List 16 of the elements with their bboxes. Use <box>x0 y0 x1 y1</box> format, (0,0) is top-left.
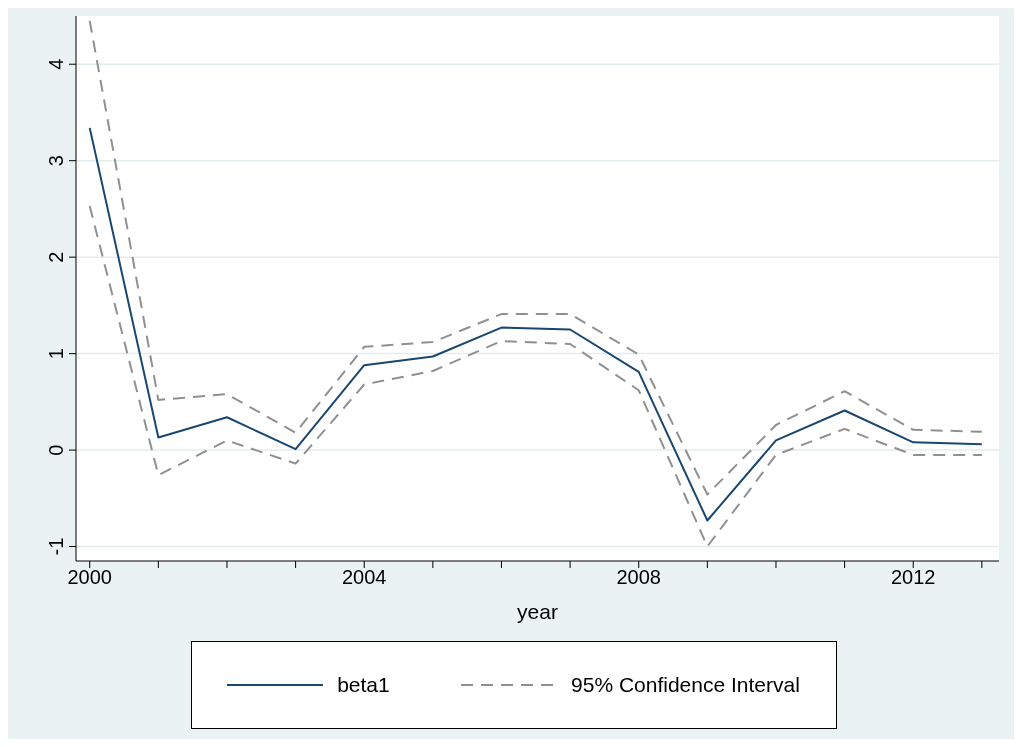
x-tick-label: 2004 <box>341 566 387 589</box>
x-tick-label: 2012 <box>890 566 936 589</box>
legend-label: beta1 <box>337 673 390 697</box>
legend-label: 95% Confidence Interval <box>571 673 800 697</box>
x-axis-title: year <box>517 600 558 623</box>
y-tick-label: 0 <box>45 444 67 456</box>
y-tick-label: -1 <box>45 537 67 556</box>
y-tick-label: 3 <box>45 155 67 167</box>
line-series <box>88 205 983 548</box>
y-tick-label: 4 <box>45 58 67 70</box>
line-series <box>88 126 983 522</box>
x-tick-label: 2000 <box>67 566 112 589</box>
line-series <box>88 19 983 496</box>
x-tick-label: 2008 <box>616 566 661 589</box>
y-tick-label: 1 <box>45 348 67 360</box>
y-tick-label: 2 <box>45 251 67 263</box>
